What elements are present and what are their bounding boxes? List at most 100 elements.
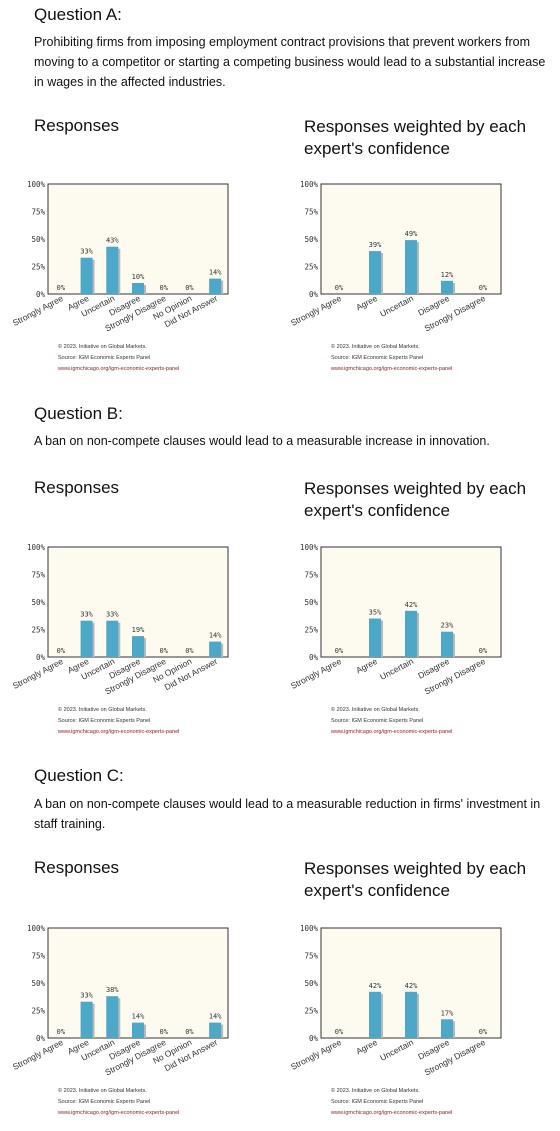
category-label: Uncertain [378,656,415,682]
question-b-title: Question B: [34,404,123,423]
y-tick-label: 0% [309,653,319,662]
question-a-responses-title: Responses [34,116,120,135]
y-tick-label: 75% [31,952,45,961]
credit-url: www.igmchicago.org/igm-economic-experts-… [57,729,179,735]
data-label: 0% [479,647,488,655]
y-tick-label: 0% [36,1034,46,1043]
y-tick-label: 100% [300,924,319,933]
y-tick-label: 25% [304,626,318,635]
bar [441,631,453,657]
question-a-text: Prohibiting firms from imposing employme… [34,35,546,89]
data-label: 33% [80,611,93,619]
bar [80,257,93,294]
y-tick-label: 50% [31,235,45,244]
bar [132,636,144,657]
category-label: Agree [354,656,379,676]
data-label: 43% [106,237,119,245]
y-tick-label: 100% [27,924,46,933]
bar-chart: 0%25%50%75%100%0%Strongly Agree35%Agree4… [289,543,502,735]
bar-chart: 0%25%50%75%100%0%Strongly Agree33%Agree4… [11,180,229,372]
credit-source: Source: IGM Economic Experts Panel [58,355,150,361]
credit-copyright: © 2023. Initiative on Global Markets. [58,343,147,350]
category-label: Agree [354,293,379,313]
bar [369,991,381,1038]
data-label: 19% [132,626,145,634]
bar [441,280,453,294]
credit-source: Source: IGM Economic Experts Panel [58,1099,150,1105]
data-label: 39% [369,241,382,249]
category-label: Uncertain [378,293,415,319]
category-label: Strongly Disagree [423,656,488,697]
question-a-responses-chart: 0% 25% 50% 75% 100% 0% Strongly Agree 33% Agree 4… [10,172,250,382]
y-tick-label: 50% [31,598,45,607]
bar-chart: 0%25%50%75%100%0%Strongly Agree33%Agree3… [11,924,229,1116]
y-tick-label: 50% [31,979,45,988]
bar [405,240,417,294]
y-tick-label: 25% [304,263,318,272]
credit-url: www.igmchicago.org/igm-economic-experts-… [330,366,452,372]
y-tick-label: 0% [36,290,46,299]
bar [369,618,381,657]
data-label: 42% [369,982,382,990]
question-b-text: A ban on non-compete clauses would lead … [34,434,490,448]
y-tick-label: 50% [304,598,318,607]
data-label: 33% [80,992,93,1000]
bar [106,620,119,657]
data-label: 0% [185,284,194,292]
data-label: 33% [106,611,119,619]
credit-url: www.igmchicago.org/igm-economic-experts-… [57,1110,179,1116]
y-tick-label: 25% [304,1007,318,1016]
data-label: 10% [132,273,145,281]
credit-copyright: © 2023. Initiative on Global Markets. [331,1087,420,1094]
question-c-weighted-chart: 0% 25% 50% 75% 100% 0% Strongly Agree 42% Agree 4… [283,916,523,1126]
data-label: 0% [185,1028,194,1036]
y-tick-label: 75% [31,208,45,217]
data-label: 14% [132,1013,145,1021]
bar-chart: 0%25%50%75%100%0%Strongly Agree39%Agree4… [289,180,502,372]
data-label: 49% [405,230,418,238]
y-tick-label: 25% [31,626,45,635]
data-label: 0% [57,284,66,292]
bar [209,641,222,657]
data-label: 17% [441,1009,454,1017]
question-c-responses-title: Responses [34,858,120,877]
bar [132,283,144,294]
bar [106,996,119,1038]
data-label: 14% [209,632,222,640]
bar [80,1001,93,1038]
question-c-title: Question C: [34,766,124,785]
question-c-responses-chart: 0% 25% 50% 75% 100% 0% Strongly Agree 33% Agree 3… [10,916,250,1126]
credit-source: Source: IGM Economic Experts Panel [331,718,423,724]
bar [369,251,381,294]
data-label: 14% [209,1013,222,1021]
question-a-weighted-chart: 0% 25% 50% 75% 100% 0% Strongly Agree 39% Agree 4… [283,172,523,382]
bar [209,278,222,294]
category-label: Uncertain [378,1037,415,1063]
question-c-weighted-title: Responses weighted by each expert's conf… [304,859,527,900]
category-label: Agree [354,1037,379,1057]
data-label: 42% [405,982,418,990]
y-tick-label: 75% [31,571,45,580]
question-b-weighted-chart: 0% 25% 50% 75% 100% 0% Strongly Agree 35% Agree 4… [283,535,523,745]
bar-chart: 0%25%50%75%100%0%Strongly Agree33%Agree3… [11,543,229,735]
credit-copyright: © 2023. Initiative on Global Markets. [58,706,147,713]
question-a-weighted-title: Responses weighted by each expert's conf… [304,117,527,158]
question-b-responses-chart: 0% 25% 50% 75% 100% 0% Strongly Agree 33% Agree 3… [10,535,250,745]
credit-copyright: © 2023. Initiative on Global Markets. [58,1087,147,1094]
data-label: 0% [159,284,168,292]
y-tick-label: 0% [36,653,46,662]
y-tick-label: 100% [27,180,46,189]
y-tick-label: 50% [304,235,318,244]
plot-area [47,183,229,295]
y-tick-label: 0% [309,290,319,299]
bar [80,620,93,657]
data-label: 42% [405,601,418,609]
data-label: 0% [57,1028,66,1036]
credit-source: Source: IGM Economic Experts Panel [331,355,423,361]
y-tick-label: 100% [300,543,319,552]
credit-source: Source: IGM Economic Experts Panel [58,718,150,724]
data-label: 0% [335,1028,344,1036]
data-label: 0% [159,647,168,655]
data-label: 0% [57,647,66,655]
bar [132,1022,144,1038]
